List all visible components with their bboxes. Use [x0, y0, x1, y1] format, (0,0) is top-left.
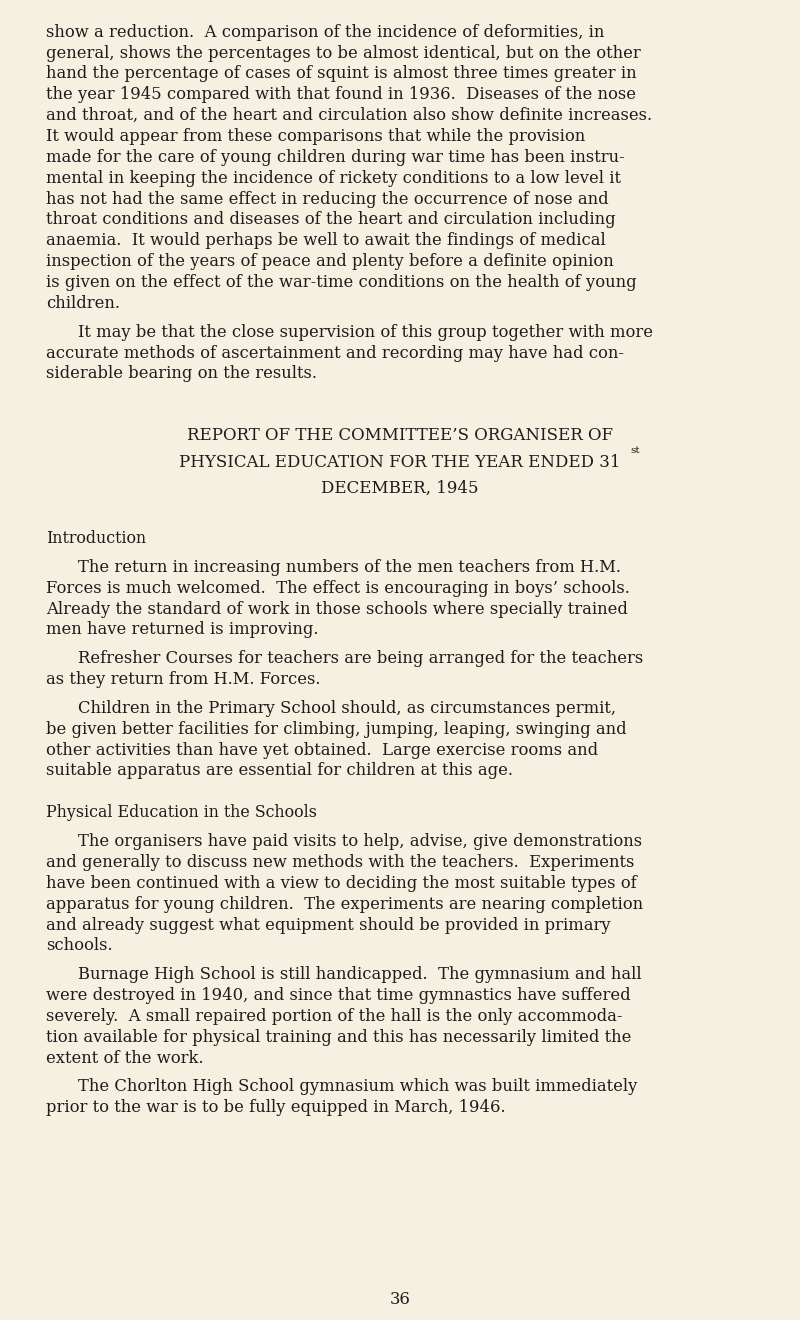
Text: 36: 36 [390, 1291, 410, 1308]
Text: children.: children. [46, 294, 121, 312]
Text: DECEMBER, 1945: DECEMBER, 1945 [322, 480, 478, 496]
Text: prior to the war is to be fully equipped in March, 1946.: prior to the war is to be fully equipped… [46, 1100, 506, 1117]
Text: suitable apparatus are essential for children at this age.: suitable apparatus are essential for chi… [46, 763, 514, 779]
Text: Already the standard of work in those schools where specially trained: Already the standard of work in those sc… [46, 601, 628, 618]
Text: accurate methods of ascertainment and recording may have had con-: accurate methods of ascertainment and re… [46, 345, 624, 362]
Text: extent of the work.: extent of the work. [46, 1049, 204, 1067]
Text: is given on the effect of the war-time conditions on the health of young: is given on the effect of the war-time c… [46, 275, 637, 290]
Text: Physical Education in the Schools: Physical Education in the Schools [46, 804, 318, 821]
Text: apparatus for young children.  The experiments are nearing completion: apparatus for young children. The experi… [46, 896, 643, 912]
Text: mental in keeping the incidence of rickety conditions to a low level it: mental in keeping the incidence of ricke… [46, 170, 622, 186]
Text: general, shows the percentages to be almost identical, but on the other: general, shows the percentages to be alm… [46, 45, 641, 62]
Text: PHYSICAL EDUCATION FOR THE YEAR ENDED 31: PHYSICAL EDUCATION FOR THE YEAR ENDED 31 [179, 454, 621, 470]
Text: men have returned is improving.: men have returned is improving. [46, 622, 319, 639]
Text: as they return from H.M. Forces.: as they return from H.M. Forces. [46, 671, 321, 688]
Text: schools.: schools. [46, 937, 113, 954]
Text: siderable bearing on the results.: siderable bearing on the results. [46, 366, 318, 383]
Text: tion available for physical training and this has necessarily limited the: tion available for physical training and… [46, 1028, 632, 1045]
Text: made for the care of young children during war time has been instru-: made for the care of young children duri… [46, 149, 625, 166]
Text: and throat, and of the heart and circulation also show definite increases.: and throat, and of the heart and circula… [46, 107, 653, 124]
Text: st: st [630, 446, 640, 455]
Text: have been continued with a view to deciding the most suitable types of: have been continued with a view to decid… [46, 875, 637, 892]
Text: Introduction: Introduction [46, 531, 146, 546]
Text: has not had the same effect in reducing the occurrence of nose and: has not had the same effect in reducing … [46, 190, 609, 207]
Text: Burnage High School is still handicapped.  The gymnasium and hall: Burnage High School is still handicapped… [78, 966, 642, 983]
Text: inspection of the years of peace and plenty before a definite opinion: inspection of the years of peace and ple… [46, 253, 614, 271]
Text: hand the percentage of cases of squint is almost three times greater in: hand the percentage of cases of squint i… [46, 66, 637, 82]
Text: Forces is much welcomed.  The effect is encouraging in boys’ schools.: Forces is much welcomed. The effect is e… [46, 579, 630, 597]
Text: show a reduction.  A comparison of the incidence of deformities, in: show a reduction. A comparison of the in… [46, 24, 605, 41]
Text: throat conditions and diseases of the heart and circulation including: throat conditions and diseases of the he… [46, 211, 616, 228]
Text: be given better facilities for climbing, jumping, leaping, swinging and: be given better facilities for climbing,… [46, 721, 627, 738]
Text: Refresher Courses for teachers are being arranged for the teachers: Refresher Courses for teachers are being… [78, 651, 644, 667]
Text: Children in the Primary School should, as circumstances permit,: Children in the Primary School should, a… [78, 700, 616, 717]
Text: were destroyed in 1940, and since that time gymnastics have suffered: were destroyed in 1940, and since that t… [46, 987, 631, 1005]
Text: severely.  A small repaired portion of the hall is the only accommoda-: severely. A small repaired portion of th… [46, 1008, 623, 1024]
Text: The Chorlton High School gymnasium which was built immediately: The Chorlton High School gymnasium which… [78, 1078, 638, 1096]
Text: anaemia.  It would perhaps be well to await the findings of medical: anaemia. It would perhaps be well to awa… [46, 232, 606, 249]
Text: The return in increasing numbers of the men teachers from H.M.: The return in increasing numbers of the … [78, 558, 622, 576]
Text: It would appear from these comparisons that while the provision: It would appear from these comparisons t… [46, 128, 586, 145]
Text: The organisers have paid visits to help, advise, give demonstrations: The organisers have paid visits to help,… [78, 833, 642, 850]
Text: other activities than have yet obtained.  Large exercise rooms and: other activities than have yet obtained.… [46, 742, 598, 759]
Text: and already suggest what equipment should be provided in primary: and already suggest what equipment shoul… [46, 916, 611, 933]
Text: and generally to discuss new methods with the teachers.  Experiments: and generally to discuss new methods wit… [46, 854, 634, 871]
Text: REPORT OF THE COMMITTEE’S ORGANISER OF: REPORT OF THE COMMITTEE’S ORGANISER OF [187, 428, 613, 444]
Text: the year 1945 compared with that found in 1936.  Diseases of the nose: the year 1945 compared with that found i… [46, 86, 637, 103]
Text: It may be that the close supervision of this group together with more: It may be that the close supervision of … [78, 323, 654, 341]
